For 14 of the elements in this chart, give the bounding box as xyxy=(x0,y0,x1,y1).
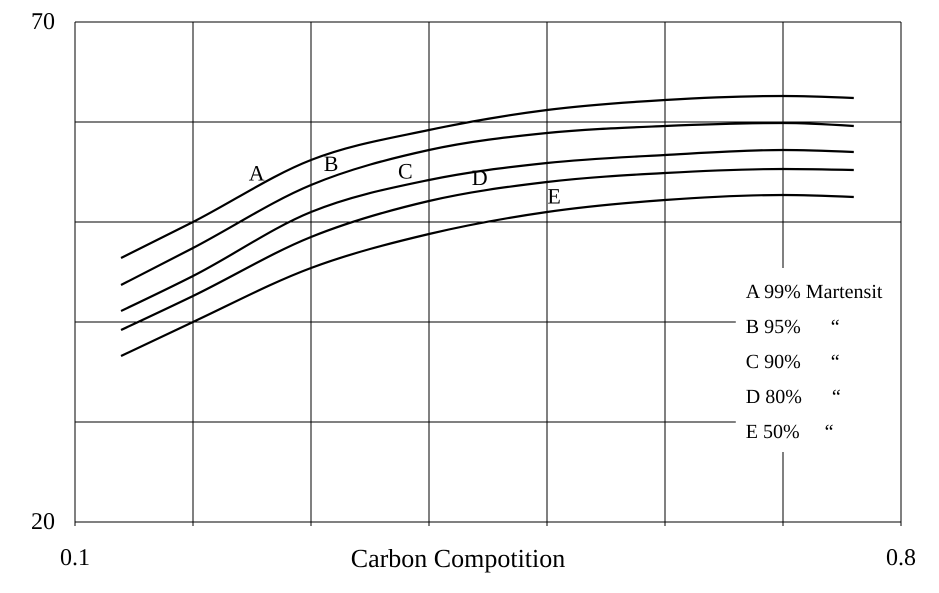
y-tick-label: 70 xyxy=(31,9,55,35)
series-label: E xyxy=(547,183,561,208)
annotation: B 95% “ xyxy=(746,316,840,338)
x-tick-label: 0.8 xyxy=(886,545,916,571)
annotation: D 80% “ xyxy=(746,386,841,408)
y-tick-label: 20 xyxy=(31,509,55,535)
annotation: E 50% “ xyxy=(746,421,834,443)
x-axis-title: Carbon Compotition xyxy=(350,544,566,573)
x-tick-label: 0.1 xyxy=(60,545,90,571)
series-label: A xyxy=(248,160,265,186)
series-label: C xyxy=(398,158,413,184)
annotation: C 90% “ xyxy=(746,351,840,373)
annotation: A 99% Martensit xyxy=(746,281,883,303)
series-label: B xyxy=(324,151,338,176)
